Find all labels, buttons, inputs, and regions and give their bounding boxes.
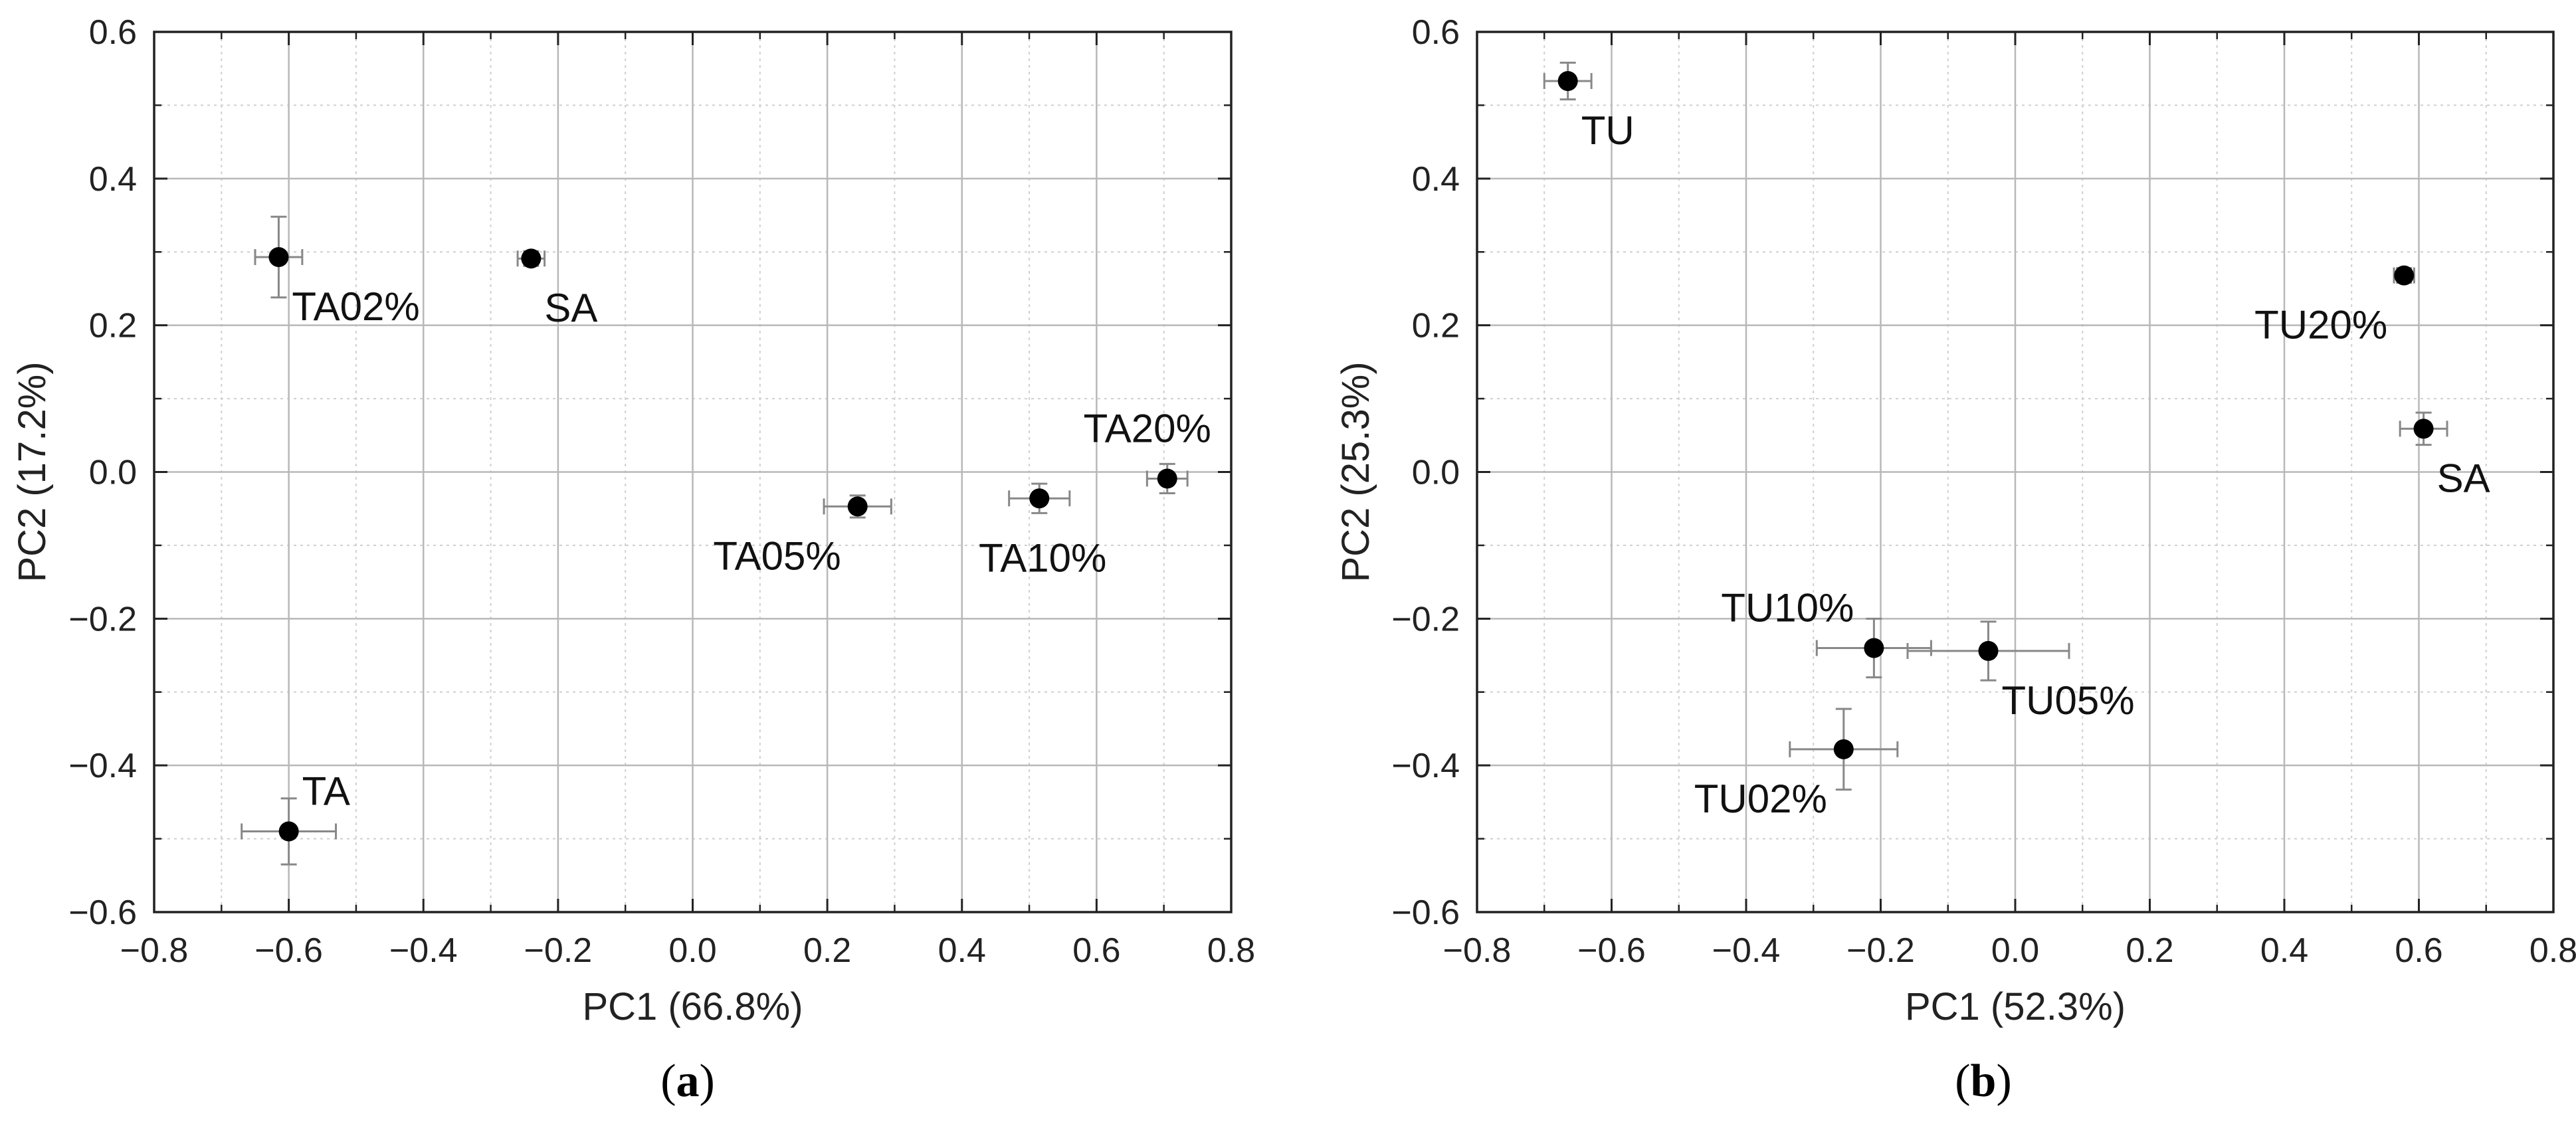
point-label: TA: [302, 769, 350, 814]
x-tick-label: 0.0: [668, 931, 716, 970]
point-label: TU: [1581, 108, 1635, 153]
y-tick-label: −0.4: [1391, 747, 1460, 785]
y-tick-label: 0.6: [1412, 13, 1460, 52]
data-point: TA20%: [1084, 406, 1211, 495]
x-tick-label: 0.2: [2126, 931, 2173, 970]
data-point: TU20%: [2254, 265, 2415, 347]
point-marker: [278, 821, 299, 842]
point-label: TA20%: [1084, 406, 1211, 450]
ticks: [153, 31, 1233, 913]
y-axis-title: PC2 (25.3%): [1334, 361, 1377, 582]
y-tick-label: 0.2: [89, 307, 137, 345]
x-tick-label: 0.8: [2529, 931, 2576, 970]
x-tick-label: 0.2: [803, 931, 851, 970]
point-marker: [1557, 70, 1578, 91]
x-tick-label: 0.6: [2395, 931, 2442, 970]
x-tick-label: −0.2: [524, 931, 593, 970]
x-tick-label: −0.8: [1443, 931, 1512, 970]
x-axis-title: PC1 (66.8%): [582, 985, 803, 1028]
x-tick-label: −0.6: [254, 931, 323, 970]
y-tick-label: 0.4: [89, 160, 137, 199]
point-marker: [1029, 488, 1050, 509]
point-marker: [1833, 739, 1854, 759]
y-tick-label: −0.6: [1391, 893, 1460, 932]
point-marker: [1978, 640, 1999, 661]
x-tick-label: −0.8: [120, 931, 189, 970]
data-point: TU02%: [1694, 707, 1899, 821]
x-tick-label: −0.4: [1712, 931, 1781, 970]
data-point: TU05%: [1906, 620, 2135, 723]
data-point: TU10%: [1721, 586, 1932, 679]
y-tick-label: 0.4: [1412, 160, 1460, 199]
point-label: TA05%: [713, 533, 841, 578]
point-label: SA: [2437, 456, 2490, 500]
data-point: SA: [516, 248, 597, 330]
point-marker: [2394, 265, 2415, 286]
data-point: TA05%: [713, 494, 892, 578]
y-tick-label: −0.4: [68, 747, 137, 785]
x-axis-title: PC1 (52.3%): [1905, 985, 2126, 1028]
point-label: TU05%: [2002, 678, 2135, 723]
x-tick-label: −0.6: [1577, 931, 1646, 970]
x-tick-label: 0.6: [1072, 931, 1120, 970]
y-tick-label: −0.2: [68, 600, 137, 638]
ticks: [1476, 31, 2555, 913]
x-tick-label: 0.4: [938, 931, 986, 970]
x-tick-label: −0.4: [389, 931, 458, 970]
point-marker: [1864, 638, 1884, 658]
y-tick-label: 0.0: [1412, 454, 1460, 492]
x-tick-label: −0.2: [1846, 931, 1915, 970]
data-point: SA: [2399, 411, 2490, 500]
chart-b: −0.8 −0.6 −0.4 −0.2 0.0 0.2 0.4 0.6 0.8−0.6−0.4−…: [1334, 13, 2576, 1028]
x-tick-label: 0.4: [2260, 931, 2308, 970]
chart-a: −0.8 −0.6 −0.4 −0.2 0.0 0.2 0.4 0.6 0.8−0.6−0.4−…: [11, 13, 1255, 1028]
y-tick-label: 0.0: [89, 454, 137, 492]
data-point: TA02%: [254, 215, 420, 329]
data-point: TA: [241, 769, 350, 866]
point-label: SA: [544, 286, 597, 330]
point-label: TU20%: [2254, 303, 2387, 347]
point-marker: [2413, 419, 2434, 439]
point-label: TA02%: [292, 284, 419, 329]
grid: [1476, 31, 2555, 913]
data-point: TA10%: [979, 482, 1106, 580]
point-label: TU10%: [1721, 586, 1854, 630]
y-axis-title: PC2 (17.2%): [11, 361, 54, 582]
point-marker: [521, 248, 542, 269]
point-marker: [1157, 468, 1177, 489]
y-tick-label: 0.6: [89, 13, 137, 52]
y-tick-label: 0.2: [1412, 307, 1460, 345]
x-tick-label: 0.0: [1991, 931, 2039, 970]
data-point: TU: [1543, 61, 1635, 153]
point-marker: [847, 496, 868, 517]
point-marker: [268, 246, 289, 267]
x-tick-label: 0.8: [1207, 931, 1255, 970]
point-label: TU02%: [1694, 777, 1827, 821]
panel-label-a: (a): [660, 1056, 715, 1107]
y-tick-label: −0.6: [68, 893, 137, 932]
point-label: TA10%: [979, 535, 1106, 580]
y-tick-label: −0.2: [1391, 600, 1460, 638]
panel-label-b: (b): [1955, 1056, 2012, 1107]
